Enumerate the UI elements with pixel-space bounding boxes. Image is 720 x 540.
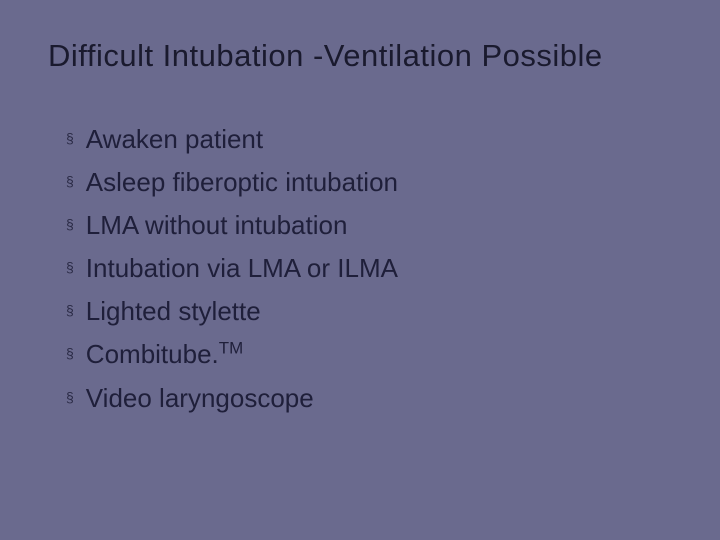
list-item: § Awaken patient: [66, 122, 672, 157]
bullet-text-sup: TM: [219, 339, 243, 358]
list-item: § Video laryngoscope: [66, 381, 672, 416]
bullet-marker-icon: §: [66, 215, 74, 234]
list-item: § Asleep fiberoptic intubation: [66, 165, 672, 200]
bullet-marker-icon: §: [66, 388, 74, 407]
bullet-text: Intubation via LMA or ILMA: [86, 251, 398, 286]
bullet-text: LMA without intubation: [86, 208, 348, 243]
bullet-text-main: Combitube.: [86, 339, 219, 369]
bullet-text: Combitube.TM: [86, 337, 243, 372]
bullet-text: Lighted stylette: [86, 294, 261, 329]
list-item: § Lighted stylette: [66, 294, 672, 329]
list-item: § Combitube.TM: [66, 337, 672, 372]
list-item: § LMA without intubation: [66, 208, 672, 243]
bullet-marker-icon: §: [66, 129, 74, 148]
bullet-marker-icon: §: [66, 172, 74, 191]
bullet-text: Awaken patient: [86, 122, 263, 157]
list-item: § Intubation via LMA or ILMA: [66, 251, 672, 286]
bullet-list: § Awaken patient § Asleep fiberoptic int…: [48, 122, 672, 416]
slide-container: Difficult Intubation -Ventilation Possib…: [0, 0, 720, 540]
bullet-text: Asleep fiberoptic intubation: [86, 165, 398, 200]
bullet-marker-icon: §: [66, 301, 74, 320]
bullet-marker-icon: §: [66, 258, 74, 277]
bullet-text: Video laryngoscope: [86, 381, 314, 416]
slide-title: Difficult Intubation -Ventilation Possib…: [48, 38, 672, 74]
bullet-marker-icon: §: [66, 344, 74, 363]
